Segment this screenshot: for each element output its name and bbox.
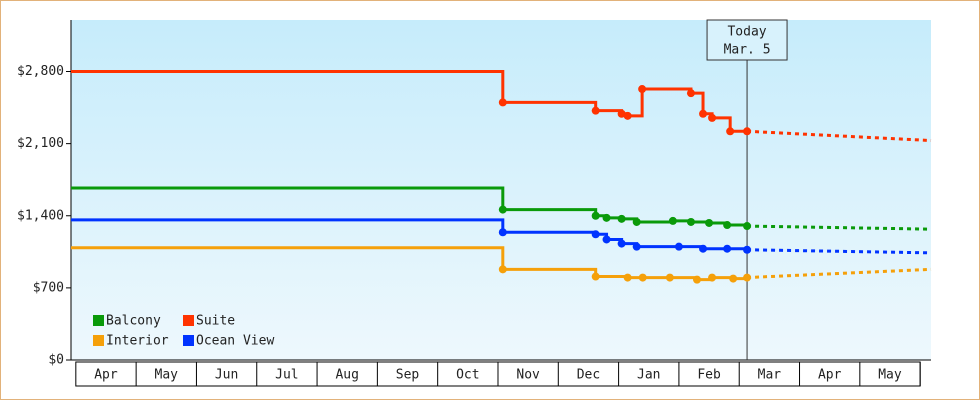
x-tick-label: Dec bbox=[577, 368, 600, 383]
price-point bbox=[723, 221, 732, 230]
legend-label: Interior bbox=[106, 334, 169, 349]
x-tick-label: Jan bbox=[637, 368, 660, 383]
price-point bbox=[705, 218, 714, 227]
x-tick-label: May bbox=[155, 368, 179, 383]
price-point bbox=[723, 244, 732, 253]
y-tick-label: $2,800 bbox=[17, 64, 64, 79]
price-point bbox=[632, 217, 641, 226]
price-point bbox=[498, 265, 507, 274]
legend-label: Suite bbox=[196, 314, 235, 329]
legend-label: Balcony bbox=[106, 314, 161, 329]
price-point bbox=[708, 273, 717, 282]
price-point bbox=[617, 239, 626, 248]
price-point bbox=[699, 244, 708, 253]
x-tick-label: Jul bbox=[275, 368, 298, 383]
price-point bbox=[743, 127, 752, 136]
x-tick-label: Nov bbox=[516, 368, 540, 383]
price-point bbox=[638, 85, 647, 94]
y-tick-label: $2,100 bbox=[17, 136, 64, 151]
plot-area bbox=[71, 20, 931, 360]
price-point bbox=[591, 230, 600, 239]
price-point bbox=[668, 216, 677, 225]
price-point bbox=[686, 217, 695, 226]
y-tick-label: $1,400 bbox=[17, 208, 64, 223]
price-point bbox=[623, 273, 632, 282]
price-point bbox=[743, 245, 752, 254]
price-point bbox=[617, 214, 626, 223]
legend-label: Ocean View bbox=[196, 334, 274, 349]
price-point bbox=[638, 273, 647, 282]
x-tick-label: Apr bbox=[94, 368, 118, 383]
y-tick-label: $700 bbox=[33, 280, 64, 295]
price-point bbox=[674, 242, 683, 251]
x-tick-label: Sep bbox=[396, 368, 420, 383]
price-point bbox=[686, 89, 695, 98]
price-point bbox=[617, 109, 626, 118]
price-point bbox=[726, 127, 735, 136]
x-tick-label: Feb bbox=[697, 368, 721, 383]
today-box bbox=[706, 19, 788, 61]
price-point bbox=[743, 222, 752, 231]
today-label: Mar. 5 bbox=[724, 43, 771, 58]
price-point bbox=[591, 106, 600, 115]
forecast-line bbox=[746, 129, 932, 143]
legend-swatch bbox=[93, 335, 104, 346]
price-point bbox=[693, 275, 702, 284]
today-label: Today bbox=[727, 25, 766, 40]
legend-swatch bbox=[183, 315, 194, 326]
price-point bbox=[699, 109, 708, 118]
price-point bbox=[665, 273, 674, 282]
x-tick-label: Jun bbox=[215, 368, 238, 383]
price-point bbox=[743, 273, 752, 282]
forecast-line bbox=[747, 224, 932, 231]
x-tick-label: Apr bbox=[818, 368, 842, 383]
forecast-line bbox=[747, 248, 932, 255]
x-tick-label: May bbox=[878, 368, 902, 383]
price-point bbox=[498, 228, 507, 237]
price-point bbox=[602, 235, 611, 244]
price-point bbox=[632, 242, 641, 251]
price-point bbox=[623, 111, 632, 120]
legend-swatch bbox=[93, 315, 104, 326]
price-point bbox=[498, 98, 507, 107]
x-tick-label: Oct bbox=[456, 368, 479, 383]
price-point bbox=[498, 205, 507, 214]
price-point bbox=[591, 211, 600, 220]
price-point bbox=[602, 213, 611, 222]
y-tick-label: $0 bbox=[48, 353, 64, 368]
x-tick-label: Aug bbox=[335, 368, 358, 383]
price-point bbox=[591, 272, 600, 281]
legend-swatch bbox=[183, 335, 194, 346]
price-point bbox=[708, 113, 717, 122]
x-tick-label: Mar bbox=[758, 368, 782, 383]
forecast-line bbox=[746, 267, 932, 280]
price-point bbox=[729, 274, 738, 283]
